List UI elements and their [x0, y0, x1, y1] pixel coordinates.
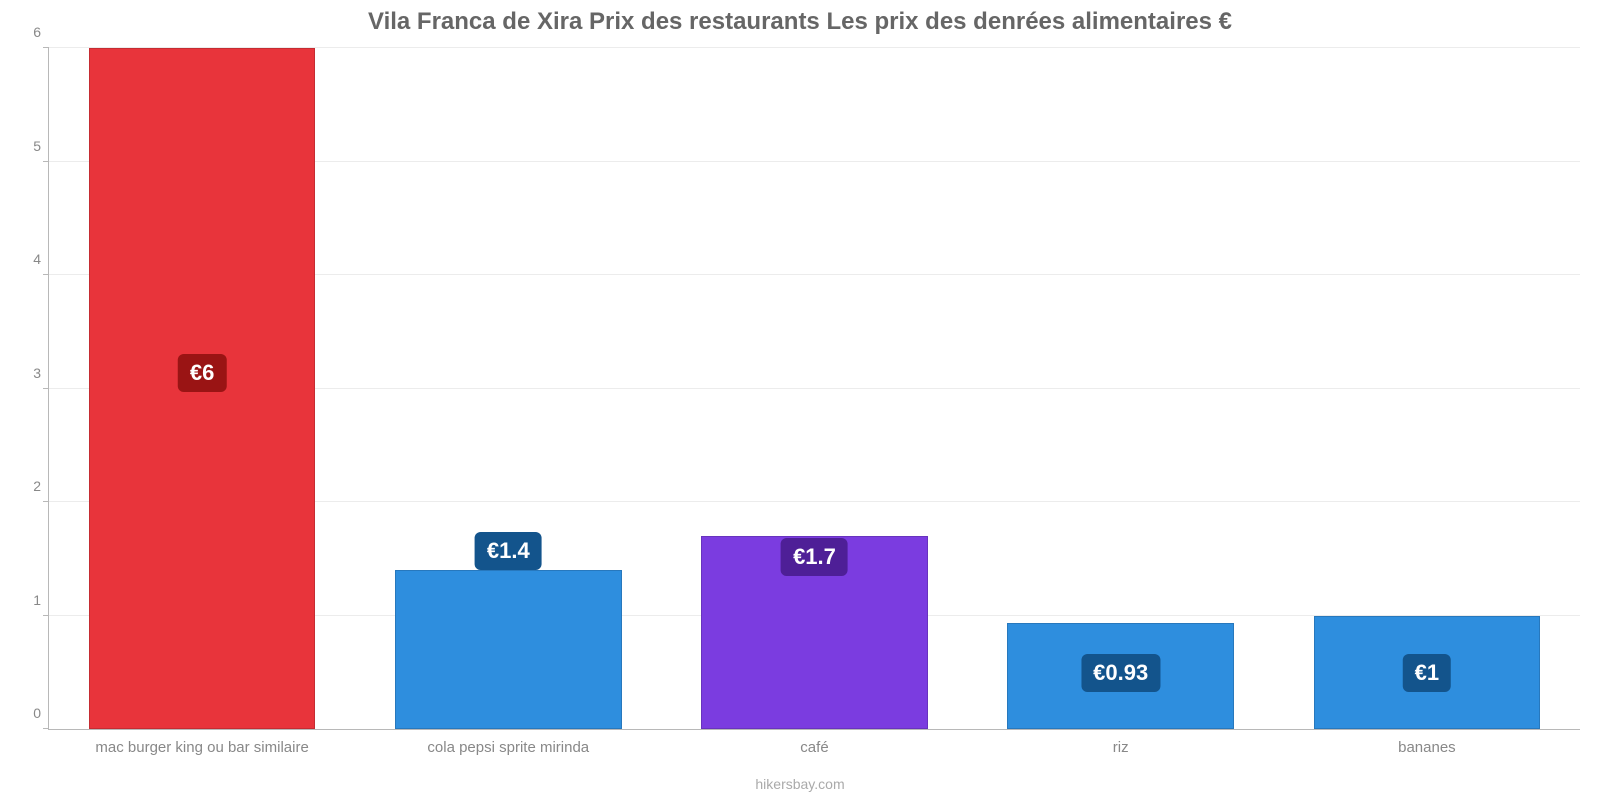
x-axis-label: cola pepsi sprite mirinda — [427, 739, 589, 756]
value-badge: €1 — [1403, 654, 1451, 692]
bar-band: €0.93riz — [968, 48, 1274, 729]
y-axis-label: 1 — [17, 592, 41, 608]
x-axis-label: café — [800, 739, 828, 756]
y-axis-label: 0 — [17, 705, 41, 721]
y-axis-label: 4 — [17, 251, 41, 267]
bar-band: €1.7café — [661, 48, 967, 729]
x-axis-label: mac burger king ou bar similaire — [95, 739, 308, 756]
chart-footer: hikersbay.com — [0, 776, 1600, 792]
bar-band: €1bananes — [1274, 48, 1580, 729]
bar-band: €1.4cola pepsi sprite mirinda — [355, 48, 661, 729]
value-badge: €6 — [178, 354, 226, 392]
value-badge: €0.93 — [1081, 654, 1160, 692]
value-badge: €1.4 — [475, 532, 542, 570]
value-badge: €1.7 — [781, 538, 848, 576]
x-axis-label: riz — [1113, 739, 1129, 756]
y-axis-label: 2 — [17, 478, 41, 494]
bar — [395, 570, 622, 729]
chart-title: Vila Franca de Xira Prix des restaurants… — [0, 8, 1600, 36]
price-bar-chart: Vila Franca de Xira Prix des restaurants… — [0, 0, 1600, 800]
y-axis-label: 3 — [17, 365, 41, 381]
y-axis-label: 6 — [17, 24, 41, 40]
x-axis-label: bananes — [1398, 739, 1456, 756]
plot-area: 0123456€6mac burger king ou bar similair… — [48, 48, 1580, 730]
y-axis-label: 5 — [17, 138, 41, 154]
bar-band: €6mac burger king ou bar similaire — [49, 48, 355, 729]
